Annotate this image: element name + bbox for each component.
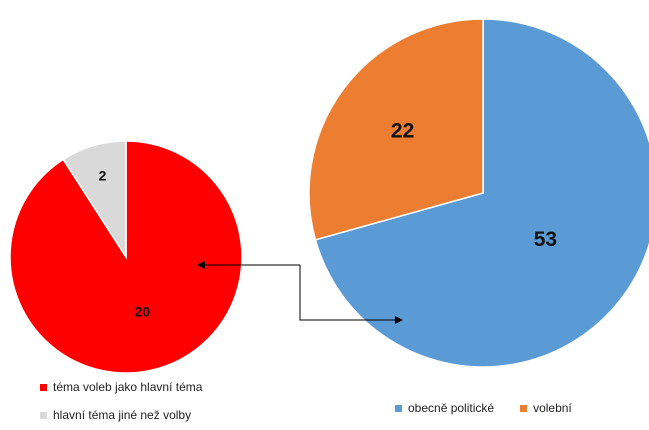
data-label: 22 — [391, 120, 414, 143]
legend-swatch — [520, 404, 528, 412]
legend-item: hlavní téma jiné než volby — [40, 408, 191, 422]
legend-main: obecně politické volební — [395, 401, 598, 415]
data-label: 2 — [99, 168, 107, 184]
legend-label: obecně politické — [408, 401, 495, 415]
data-label: 53 — [534, 228, 557, 251]
legend-item: obecně politické — [395, 401, 494, 415]
pie-slice — [314, 18, 649, 368]
legend-small: téma voleb jako hlavní téma hlavní téma … — [40, 380, 228, 422]
legend-label: téma voleb jako hlavní téma — [53, 380, 203, 394]
data-label: 20 — [135, 303, 151, 319]
legend-item: téma voleb jako hlavní téma — [40, 380, 202, 394]
legend-swatch — [40, 383, 47, 391]
legend-item: volební — [520, 401, 572, 415]
pie-slice — [62, 140, 127, 260]
connector-arrows — [197, 261, 403, 324]
connector-arrow-to-big — [299, 265, 403, 324]
legend-label: hlavní téma jiné než volby — [53, 408, 192, 422]
legend-swatch — [40, 411, 47, 419]
pie-chart-main: 53 22 — [308, 18, 649, 368]
legend-swatch — [395, 404, 402, 412]
pie-chart-breakdown: 20 2 — [9, 140, 243, 374]
legend-label: volební — [533, 401, 572, 415]
pie-slice — [308, 18, 484, 241]
